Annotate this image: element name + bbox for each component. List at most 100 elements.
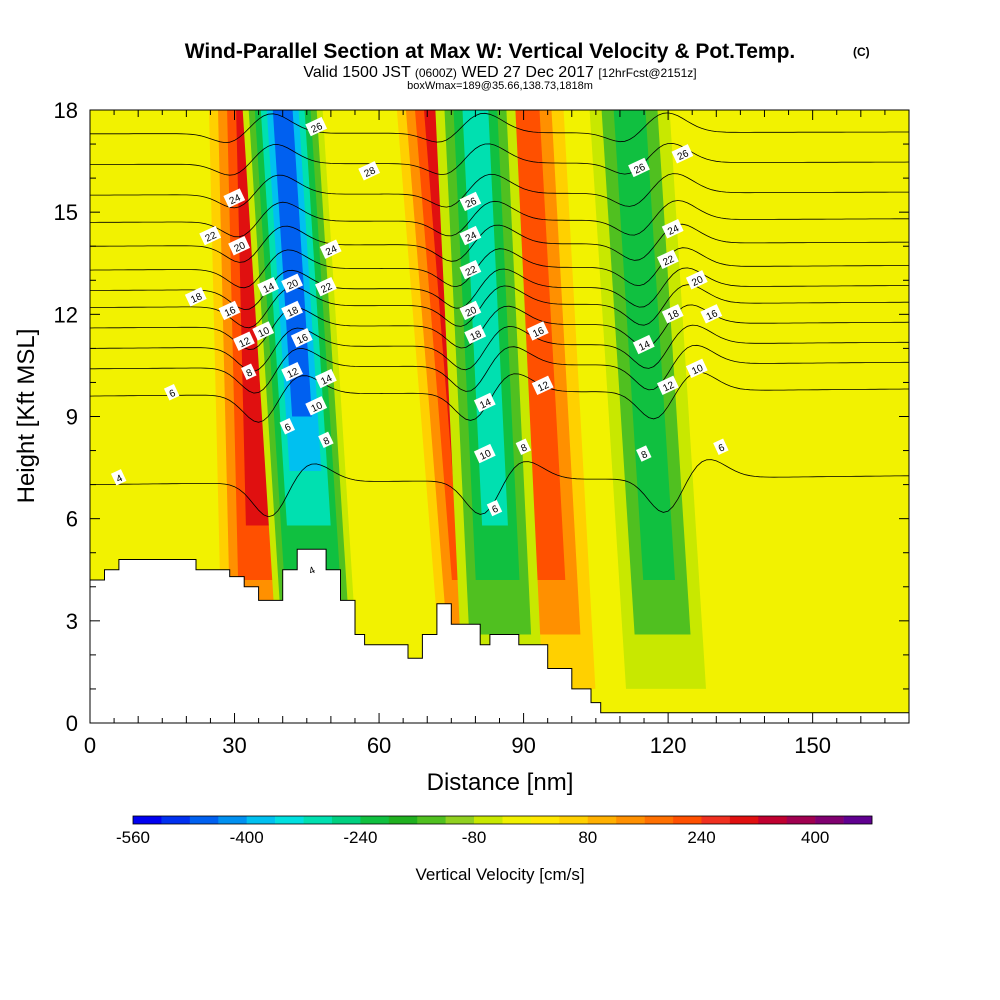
contour-label-box xyxy=(223,188,246,208)
theta-contour-24 xyxy=(90,173,909,209)
contour-label-text: 24 xyxy=(324,243,339,258)
colorbar-swatch xyxy=(758,816,788,824)
contour-label-box xyxy=(628,157,650,178)
x-tick-label: 30 xyxy=(222,733,246,758)
valid-date: WED 27 Dec 2017 xyxy=(461,64,594,81)
chart-title: Wind-Parallel Section at Max W: Vertical… xyxy=(185,40,796,63)
contour-label-text: 14 xyxy=(319,373,334,388)
contour-label-text: 6 xyxy=(168,388,178,401)
downdraft-band-1-level-3 xyxy=(462,110,508,526)
colorbar-swatch xyxy=(417,816,446,824)
contour-label: 26 xyxy=(671,144,694,164)
contour-label-box xyxy=(656,249,679,270)
contour-label-box xyxy=(318,431,334,449)
contour-label: 10 xyxy=(252,321,275,341)
contour-label-text: 14 xyxy=(637,339,652,354)
colorbar-frame xyxy=(132,815,873,825)
colorbar-tick-label: -400 xyxy=(230,828,264,847)
contour-label: 22 xyxy=(459,259,482,280)
contour-label: 24 xyxy=(459,225,482,246)
theta-contour-28 xyxy=(90,112,909,144)
contour-label: 26 xyxy=(459,191,482,212)
contour-label-text: 10 xyxy=(478,448,493,463)
contour-label-box xyxy=(713,438,729,455)
contour-label: 10 xyxy=(685,358,708,379)
contour-label-box xyxy=(257,276,279,297)
contour-label-box xyxy=(281,362,303,382)
contour-label-text: 16 xyxy=(531,325,546,340)
colorbar-swatch xyxy=(161,816,191,824)
y-tick-label: 12 xyxy=(54,302,78,327)
contour-label-box xyxy=(685,270,708,290)
x-tick-label: 150 xyxy=(794,733,831,758)
x-tick-label: 120 xyxy=(650,733,687,758)
contour-label: 10 xyxy=(305,396,328,416)
y-tick-label: 18 xyxy=(54,98,78,123)
contour-label-box xyxy=(656,375,679,396)
contour-label-box xyxy=(241,363,257,380)
contour-label: 16 xyxy=(290,328,313,348)
contour-label-text: 12 xyxy=(286,366,301,381)
contour-label: 20 xyxy=(685,270,708,290)
colorbar-swatch xyxy=(815,816,844,824)
contour-label-text: 16 xyxy=(295,332,310,347)
y-tick-label: 0 xyxy=(66,711,78,736)
contour-label: 26 xyxy=(305,116,328,137)
x-axis-label: Distance [nm] xyxy=(427,769,574,796)
contour-label-box xyxy=(110,469,127,486)
colorbar-tick-label: 400 xyxy=(801,828,829,847)
contour-label-text: 26 xyxy=(310,121,325,136)
contour-label-box xyxy=(473,392,496,413)
theta-contour-22 xyxy=(90,200,909,238)
contour-label-text: 12 xyxy=(237,335,252,350)
contour-label-box xyxy=(303,561,320,578)
y-tick-label: 3 xyxy=(66,609,78,634)
y-tick-label: 6 xyxy=(66,507,78,532)
theta-contour-20 xyxy=(90,223,909,263)
contour-label: 10 xyxy=(473,443,496,464)
theta-contour-26 xyxy=(90,142,909,176)
contour-label-box xyxy=(661,304,684,324)
colorbar-tick-label: -560 xyxy=(116,828,150,847)
colorbar-swatch xyxy=(701,816,731,824)
contour-label-text: 6 xyxy=(717,442,727,455)
contour-label: 6 xyxy=(163,384,180,401)
contour-label-text: 4 xyxy=(307,565,317,578)
contour-label-text: 22 xyxy=(204,230,219,245)
y-tick-label: 15 xyxy=(54,200,78,225)
contour-label: 16 xyxy=(526,321,549,341)
contour-label-box xyxy=(459,191,482,212)
contour-label-text: 18 xyxy=(286,305,301,320)
contour-label-box xyxy=(281,273,303,293)
contour-label: 24 xyxy=(661,219,684,239)
contour-label: 8 xyxy=(241,363,257,380)
y-axis-label: Height [Kft MSL] xyxy=(13,329,40,504)
colorbar-swatch xyxy=(303,816,333,824)
contour-label-text: 24 xyxy=(666,223,681,238)
contour-label: 12 xyxy=(656,375,679,396)
colorbar-swatch xyxy=(644,816,674,824)
contour-label: 28 xyxy=(358,161,381,181)
contour-label: 24 xyxy=(319,239,342,259)
contour-label-text: 22 xyxy=(464,264,479,279)
contour-label-text: 18 xyxy=(666,308,681,323)
contour-label: 6 xyxy=(713,438,729,455)
contour-label: 18 xyxy=(661,304,684,324)
colorbar-swatch xyxy=(786,816,816,824)
contour-label-text: 10 xyxy=(257,325,272,340)
contour-label-box xyxy=(531,375,554,396)
theta-contour-8 xyxy=(90,344,909,394)
contour-label: 8 xyxy=(515,438,532,455)
contour-label: 18 xyxy=(184,287,207,307)
colorbar-swatch xyxy=(275,816,304,824)
forecast-info: [12hrFcst@2151z] xyxy=(598,66,696,80)
colorbar-swatch xyxy=(530,816,560,824)
contour-label-box xyxy=(279,418,296,435)
contour-label: 20 xyxy=(228,236,250,256)
contour-label-text: 26 xyxy=(676,148,691,163)
contour-label-box xyxy=(632,334,655,355)
contour-label-text: 12 xyxy=(661,380,676,395)
updraft-band-2-level-2 xyxy=(507,110,566,580)
colorbar-tick-label: -240 xyxy=(343,828,377,847)
theta-contour-6 xyxy=(90,371,909,423)
